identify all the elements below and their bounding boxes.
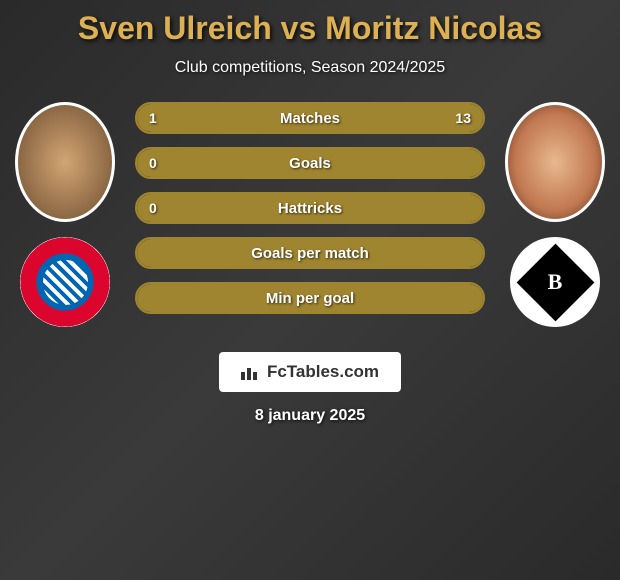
stat-bar: Goals per match [135,237,485,269]
stat-label: Goals [137,155,483,172]
player-left-photo [15,102,115,222]
player-right-photo [505,102,605,222]
chart-icon [241,364,261,380]
stat-value-right: 13 [455,110,471,126]
stat-bar: 0Hattricks [135,192,485,224]
stat-label: Matches [137,110,483,127]
subtitle: Club competitions, Season 2024/2025 [0,59,620,77]
fctables-logo: FcTables.com [219,352,401,392]
stat-bar: Min per goal [135,282,485,314]
stat-label: Min per goal [137,290,483,307]
stat-label: Hattricks [137,200,483,217]
date-text: 8 january 2025 [255,407,365,425]
stat-label: Goals per match [137,245,483,262]
stats-column: 1Matches13 0Goals 0Hattricks Goals per matc… [120,102,500,314]
stat-bar: 1Matches13 [135,102,485,134]
club-badge-right [510,237,600,327]
stat-bar: 0Goals [135,147,485,179]
page-title: Sven Ulreich vs Moritz Nicolas [0,10,620,47]
main-comparison-area: 1Matches13 0Goals 0Hattricks Goals per matc… [0,102,620,327]
player-right-column [500,102,610,327]
footer-area: FcTables.com 8 january 2025 [0,352,620,425]
player-left-column [10,102,120,327]
logo-text: FcTables.com [267,362,379,382]
club-badge-left [20,237,110,327]
